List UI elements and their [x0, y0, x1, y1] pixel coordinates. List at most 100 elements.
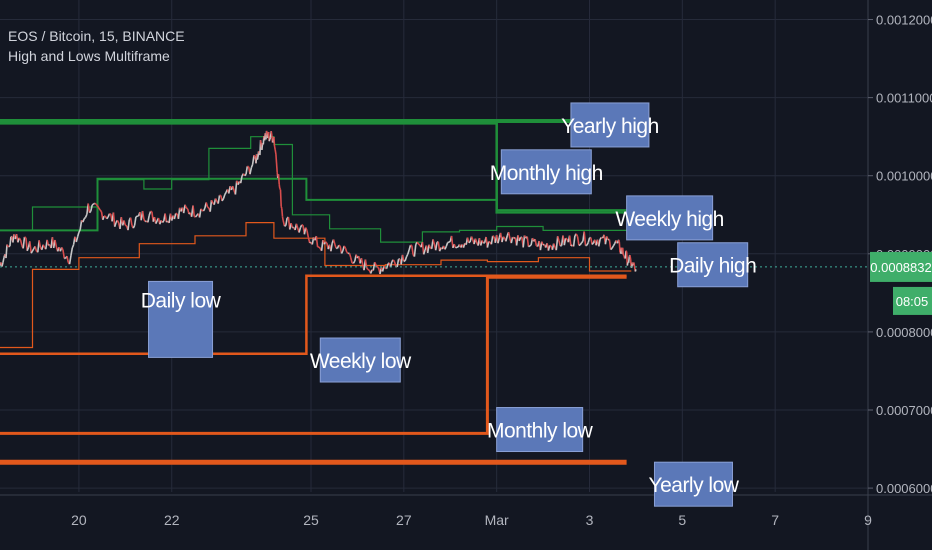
price-segment — [87, 203, 91, 213]
price-segment — [60, 247, 64, 251]
price-segment — [209, 200, 213, 212]
price-segment — [244, 173, 247, 177]
price-segment — [68, 255, 72, 265]
daily-low-label-box — [148, 280, 214, 358]
price-segment — [348, 253, 352, 258]
price-segment — [94, 202, 97, 205]
price-segment — [290, 222, 294, 228]
price-segment — [407, 249, 410, 255]
price-segment — [202, 207, 206, 212]
price-segment — [617, 239, 621, 243]
price-segment — [575, 233, 579, 237]
price-segment — [346, 251, 349, 255]
price-segment — [466, 237, 470, 243]
price-segment — [325, 241, 328, 244]
price-segment — [375, 264, 378, 268]
price-segment — [401, 254, 405, 262]
price-segment — [629, 254, 632, 260]
price-segment — [422, 249, 426, 255]
monthly-high-label: Monthly high — [490, 162, 603, 185]
price-segment — [445, 242, 449, 247]
price-segment — [1, 262, 4, 267]
price-segment — [26, 247, 30, 252]
price-segment — [274, 149, 277, 155]
price-segment — [256, 157, 259, 160]
price-segment — [253, 154, 257, 159]
price-segment — [417, 243, 421, 246]
price-segment — [434, 242, 438, 251]
price-segment — [547, 245, 551, 251]
price-segment — [113, 222, 117, 227]
price-segment — [579, 242, 583, 246]
price-segment — [279, 188, 282, 191]
price-segment — [123, 220, 127, 226]
price-segment — [360, 258, 364, 265]
price-segment — [155, 220, 158, 224]
price-segment — [304, 227, 308, 231]
price-segment — [8, 245, 11, 248]
price-segment — [5, 244, 8, 259]
yearly-low-label: Yearly low — [649, 474, 740, 497]
price-segment — [231, 185, 235, 191]
price-segment — [99, 209, 103, 213]
price-segment — [270, 130, 273, 136]
price-segment — [177, 207, 181, 219]
price-segment — [239, 175, 243, 184]
price-segment — [147, 215, 150, 223]
price-segment — [367, 268, 370, 271]
price-segment — [389, 261, 393, 268]
daily-high-label-box — [677, 242, 749, 288]
price-segment — [565, 237, 568, 240]
price-segment — [78, 229, 81, 233]
price-segment — [129, 217, 133, 226]
price-segment — [48, 244, 50, 247]
daily-high-line — [0, 136, 632, 243]
price-segment — [141, 210, 145, 220]
current-price-badge-bg — [870, 251, 932, 282]
price-segment — [555, 236, 559, 251]
price-segment — [71, 244, 75, 249]
price-segment — [281, 216, 284, 221]
price-segment — [143, 218, 146, 222]
price-segment — [93, 202, 96, 205]
price-segment — [528, 245, 531, 248]
price-segment — [198, 208, 202, 218]
price-segment — [486, 241, 490, 248]
time-tick-label: 9 — [864, 512, 872, 528]
price-segment — [257, 150, 261, 154]
weekly-high-label: Weekly high — [615, 208, 724, 231]
price-segment — [62, 249, 66, 259]
price-segment — [135, 215, 138, 218]
price-segment — [275, 162, 278, 173]
price-segment — [334, 244, 337, 249]
price-segment — [2, 257, 5, 263]
price-segment — [18, 237, 22, 241]
price-segment — [576, 236, 580, 246]
price-segment — [408, 244, 412, 251]
price-segment — [249, 167, 253, 175]
price-segment — [618, 241, 621, 253]
price-segment — [350, 257, 353, 264]
price-segment — [497, 237, 501, 244]
price-segment — [245, 166, 249, 175]
price-segment — [221, 198, 225, 202]
price-segment — [501, 236, 505, 243]
price-segment — [580, 240, 584, 244]
price-segment — [76, 232, 80, 238]
countdown-badge-bg — [893, 286, 932, 315]
price-segment — [79, 220, 83, 230]
price-segment — [621, 247, 625, 256]
price-segment — [627, 256, 631, 263]
price-segment — [298, 227, 302, 233]
price-segment — [611, 245, 615, 249]
price-segment — [455, 246, 458, 249]
price-segment — [281, 208, 284, 217]
price-segment — [623, 255, 626, 259]
price-segment — [570, 244, 573, 247]
price-segment — [605, 236, 609, 241]
price-segment — [295, 223, 299, 229]
price-segment — [447, 241, 450, 244]
time-tick-label: 7 — [771, 512, 779, 528]
price-segment — [224, 191, 227, 195]
